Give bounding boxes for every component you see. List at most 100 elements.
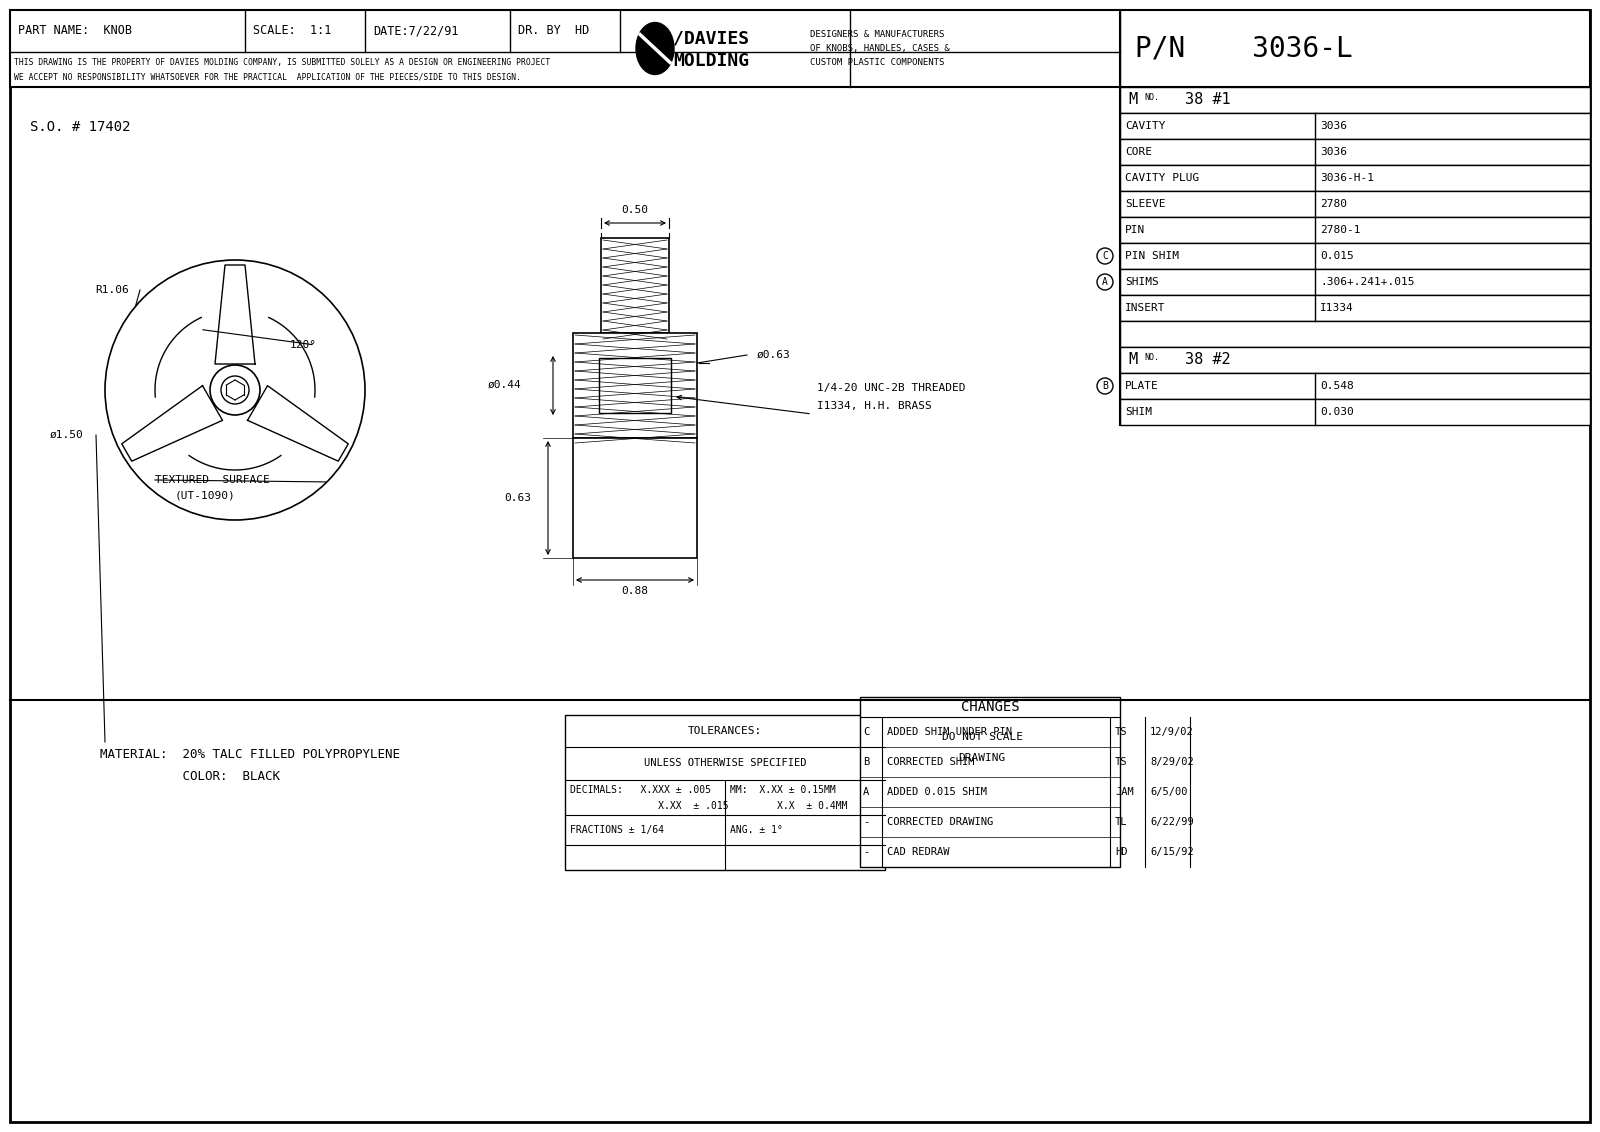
Text: DESIGNERS & MANUFACTURERS: DESIGNERS & MANUFACTURERS (810, 31, 944, 38)
Text: ADDED SHIM UNDER PIN: ADDED SHIM UNDER PIN (886, 727, 1013, 737)
Text: (UT-1090): (UT-1090) (174, 491, 235, 501)
Text: /DAVIES: /DAVIES (674, 29, 749, 48)
Text: THIS DRAWING IS THE PROPERTY OF DAVIES MOLDING COMPANY, IS SUBMITTED SOLELY AS A: THIS DRAWING IS THE PROPERTY OF DAVIES M… (14, 58, 550, 67)
Bar (885, 715, 1080, 780)
Text: TL: TL (1115, 817, 1128, 827)
Text: 0.030: 0.030 (1320, 408, 1354, 417)
Bar (598, 358, 670, 413)
Text: B: B (1102, 381, 1107, 391)
Text: TS: TS (1115, 727, 1128, 737)
Text: B: B (862, 757, 869, 767)
Text: DR. BY  HD: DR. BY HD (518, 25, 589, 37)
Text: I1334, H.H. BRASS: I1334, H.H. BRASS (818, 401, 931, 411)
Bar (1120, 295, 1590, 321)
Text: INSERT: INSERT (1125, 303, 1165, 314)
Text: 1/4-20 UNC-2B THREADED: 1/4-20 UNC-2B THREADED (818, 383, 965, 393)
Text: M: M (1128, 93, 1138, 108)
Text: 3036: 3036 (1320, 147, 1347, 157)
Bar (1120, 243, 1590, 269)
Text: 6/5/00: 6/5/00 (1150, 787, 1187, 797)
Bar (1120, 348, 1590, 374)
Text: M: M (1128, 352, 1138, 368)
Text: P/N    3036-L: P/N 3036-L (1134, 34, 1352, 62)
Text: DO NOT SCALE: DO NOT SCALE (941, 732, 1022, 741)
Text: UNLESS OTHERWISE SPECIFIED: UNLESS OTHERWISE SPECIFIED (643, 758, 806, 767)
Polygon shape (214, 265, 254, 365)
Circle shape (221, 376, 250, 404)
Text: MATERIAL:  20% TALC FILLED POLYPROPYLENE: MATERIAL: 20% TALC FILLED POLYPROPYLENE (99, 748, 400, 762)
Text: 3036: 3036 (1320, 121, 1347, 131)
Text: CORRECTED SHIM: CORRECTED SHIM (886, 757, 974, 767)
Text: DATE:7/22/91: DATE:7/22/91 (373, 25, 459, 37)
Text: MOLDING: MOLDING (674, 51, 749, 69)
Text: MM:  X.XX ± 0.15MM: MM: X.XX ± 0.15MM (730, 784, 835, 795)
Text: SLEEVE: SLEEVE (1125, 199, 1165, 209)
Bar (565, 715, 885, 871)
Text: R1.06: R1.06 (94, 285, 128, 295)
Bar (1120, 191, 1590, 217)
Text: CORE: CORE (1125, 147, 1152, 157)
Bar (10, 10, 1590, 87)
Text: CHANGES: CHANGES (960, 700, 1019, 714)
Text: 8/29/02: 8/29/02 (1150, 757, 1194, 767)
Text: 0.63: 0.63 (504, 494, 531, 503)
Text: C: C (862, 727, 869, 737)
Text: 120°: 120° (290, 340, 317, 350)
Bar (1120, 139, 1590, 165)
Text: 0.50: 0.50 (621, 205, 648, 215)
Text: DRAWING: DRAWING (958, 753, 1006, 763)
Text: JAM: JAM (1115, 787, 1134, 797)
Bar (1120, 165, 1590, 191)
Text: CAVITY PLUG: CAVITY PLUG (1125, 173, 1200, 183)
Text: PIN: PIN (1125, 225, 1146, 235)
Text: 2780-1: 2780-1 (1320, 225, 1360, 235)
Text: CAD REDRAW: CAD REDRAW (886, 847, 949, 857)
Text: I1334: I1334 (1320, 303, 1354, 314)
Text: 0.015: 0.015 (1320, 251, 1354, 261)
Text: -: - (862, 817, 869, 827)
Text: CORRECTED DRAWING: CORRECTED DRAWING (886, 817, 994, 827)
Bar (1120, 374, 1590, 398)
Text: A: A (862, 787, 869, 797)
Text: TEXTURED  SURFACE: TEXTURED SURFACE (155, 475, 270, 484)
Bar (1120, 217, 1590, 243)
Text: 0.88: 0.88 (621, 586, 648, 597)
Text: 38 #2: 38 #2 (1186, 352, 1230, 368)
Bar (1120, 269, 1590, 295)
Text: PART NAME:  KNOB: PART NAME: KNOB (18, 25, 131, 37)
Bar (573, 333, 698, 438)
Text: ø1.50: ø1.50 (50, 430, 83, 440)
Circle shape (210, 365, 259, 415)
Text: DECIMALS:   X.XXX ± .005: DECIMALS: X.XXX ± .005 (570, 784, 710, 795)
Text: NO.: NO. (1144, 353, 1158, 362)
Bar (1120, 113, 1590, 139)
Text: 6/15/92: 6/15/92 (1150, 847, 1194, 857)
Text: C: C (1102, 251, 1107, 261)
Text: OF KNOBS, HANDLES, CASES &: OF KNOBS, HANDLES, CASES & (810, 44, 950, 53)
Text: 2780: 2780 (1320, 199, 1347, 209)
Text: SHIM: SHIM (1125, 408, 1152, 417)
Text: PIN SHIM: PIN SHIM (1125, 251, 1179, 261)
Bar (573, 438, 698, 558)
Text: ø0.63: ø0.63 (757, 350, 790, 360)
Text: ADDED 0.015 SHIM: ADDED 0.015 SHIM (886, 787, 987, 797)
Text: COLOR:  BLACK: COLOR: BLACK (99, 770, 280, 782)
Text: CUSTOM PLASTIC COMPONENTS: CUSTOM PLASTIC COMPONENTS (810, 58, 944, 67)
Text: HD: HD (1115, 847, 1128, 857)
Text: TOLERANCES:: TOLERANCES: (688, 726, 762, 736)
Text: ø0.44: ø0.44 (488, 380, 522, 391)
Text: 6/22/99: 6/22/99 (1150, 817, 1194, 827)
Text: X.X  ± 0.4MM: X.X ± 0.4MM (730, 801, 848, 811)
Text: TS: TS (1115, 757, 1128, 767)
Text: FRACTIONS ± 1/64: FRACTIONS ± 1/64 (570, 825, 664, 835)
Text: SCALE:  1:1: SCALE: 1:1 (253, 25, 331, 37)
Text: NO.: NO. (1144, 93, 1158, 102)
Text: 12/9/02: 12/9/02 (1150, 727, 1194, 737)
Text: CAVITY: CAVITY (1125, 121, 1165, 131)
Text: A: A (1102, 277, 1107, 288)
Text: 38 #1: 38 #1 (1186, 93, 1230, 108)
Text: ANG. ± 1°: ANG. ± 1° (730, 825, 782, 835)
Text: .306+.241+.015: .306+.241+.015 (1320, 277, 1414, 288)
Polygon shape (248, 386, 349, 461)
Text: S.O. # 17402: S.O. # 17402 (30, 120, 131, 134)
